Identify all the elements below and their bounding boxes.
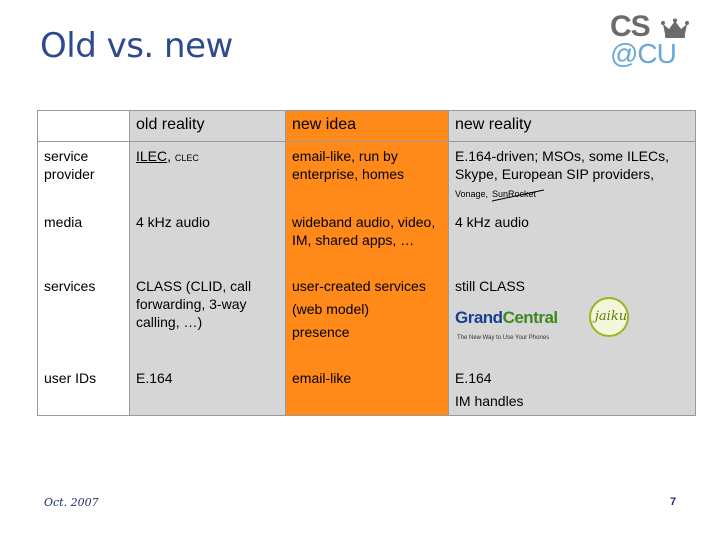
new-idea-line: presence [292,324,350,340]
row-label: services [37,272,130,364]
ilec-separator: , [167,148,172,164]
cell-new-idea: user-created services (web model) presen… [285,272,449,364]
still-class-text: still CLASS [455,278,526,294]
grandcentral-logo-text: GrandCentral [455,308,558,327]
grandcentral-logo: GrandCentral The New Way to Use Your Pho… [455,305,559,342]
cell-new-reality: 4 kHz audio [448,208,696,272]
cell-new-idea: wideband audio, video, IM, shared apps, … [285,208,449,272]
crown-icon [661,18,689,38]
cell-old: E.164 [129,364,286,416]
row-label: user IDs [37,364,130,416]
cell-new-idea: email-like [285,364,449,416]
vonage-text: Vonage, [455,189,489,199]
new-reality-text: E.164-driven; MSOs, some ILECs, Skype, E… [455,148,669,182]
jaiku-circle-icon [588,297,629,337]
cs-cu-logo: CS @CU [610,10,694,69]
header-new-reality: new reality [448,110,696,142]
strike-line [491,189,545,202]
user-id-line: IM handles [455,393,524,409]
header-empty-cell [37,110,130,142]
table-row: user IDs E.164 email-like E.164 IM handl… [37,364,696,416]
cell-old: 4 kHz audio [129,208,286,272]
clec-text: CLEC [174,153,199,163]
new-idea-line: (web model) [292,301,370,317]
table-row: services CLASS (CLID, call forwarding, 3… [37,272,696,364]
slide-title: Old vs. new [40,26,233,66]
header-new-idea: new idea [285,110,449,142]
cell-new-idea: email-like, run by enterprise, homes [285,141,449,208]
row-label: media [37,208,130,272]
cell-new-reality: E.164-driven; MSOs, some ILECs, Skype, E… [448,141,696,208]
cell-old: CLASS (CLID, call forwarding, 3-way call… [129,272,286,364]
ilec-text: ILEC [136,148,168,164]
cell-old: ILEC, CLEC [129,141,286,208]
cell-new-reality: still CLASS GrandCentral The New Way to … [448,272,696,364]
jaiku-logo: jaiku [588,297,629,337]
grandcentral-tagline: The New Way to Use Your Phones [457,335,550,341]
table-row: service provider ILEC, CLEC email-like, … [37,141,696,208]
table-row: media 4 kHz audio wideband audio, video,… [37,208,696,272]
footer-date: Oct. 2007 [44,496,99,509]
logo-cs-text: CS [610,10,651,43]
row-label: service provider [37,141,130,208]
logo-cu-text: @CU [610,38,677,69]
header-old-reality: old reality [129,110,286,142]
sunrocket-text: SunRocket [491,189,545,202]
new-idea-line: user-created services [292,278,426,294]
cell-new-reality: E.164 IM handles [448,364,696,416]
comparison-table: old reality new idea new reality service… [37,110,696,416]
jaiku-logo-text: jaiku [594,309,628,324]
page-number: 7 [670,496,677,508]
table-header-row: old reality new idea new reality [37,110,696,142]
user-id-line: E.164 [455,370,492,386]
